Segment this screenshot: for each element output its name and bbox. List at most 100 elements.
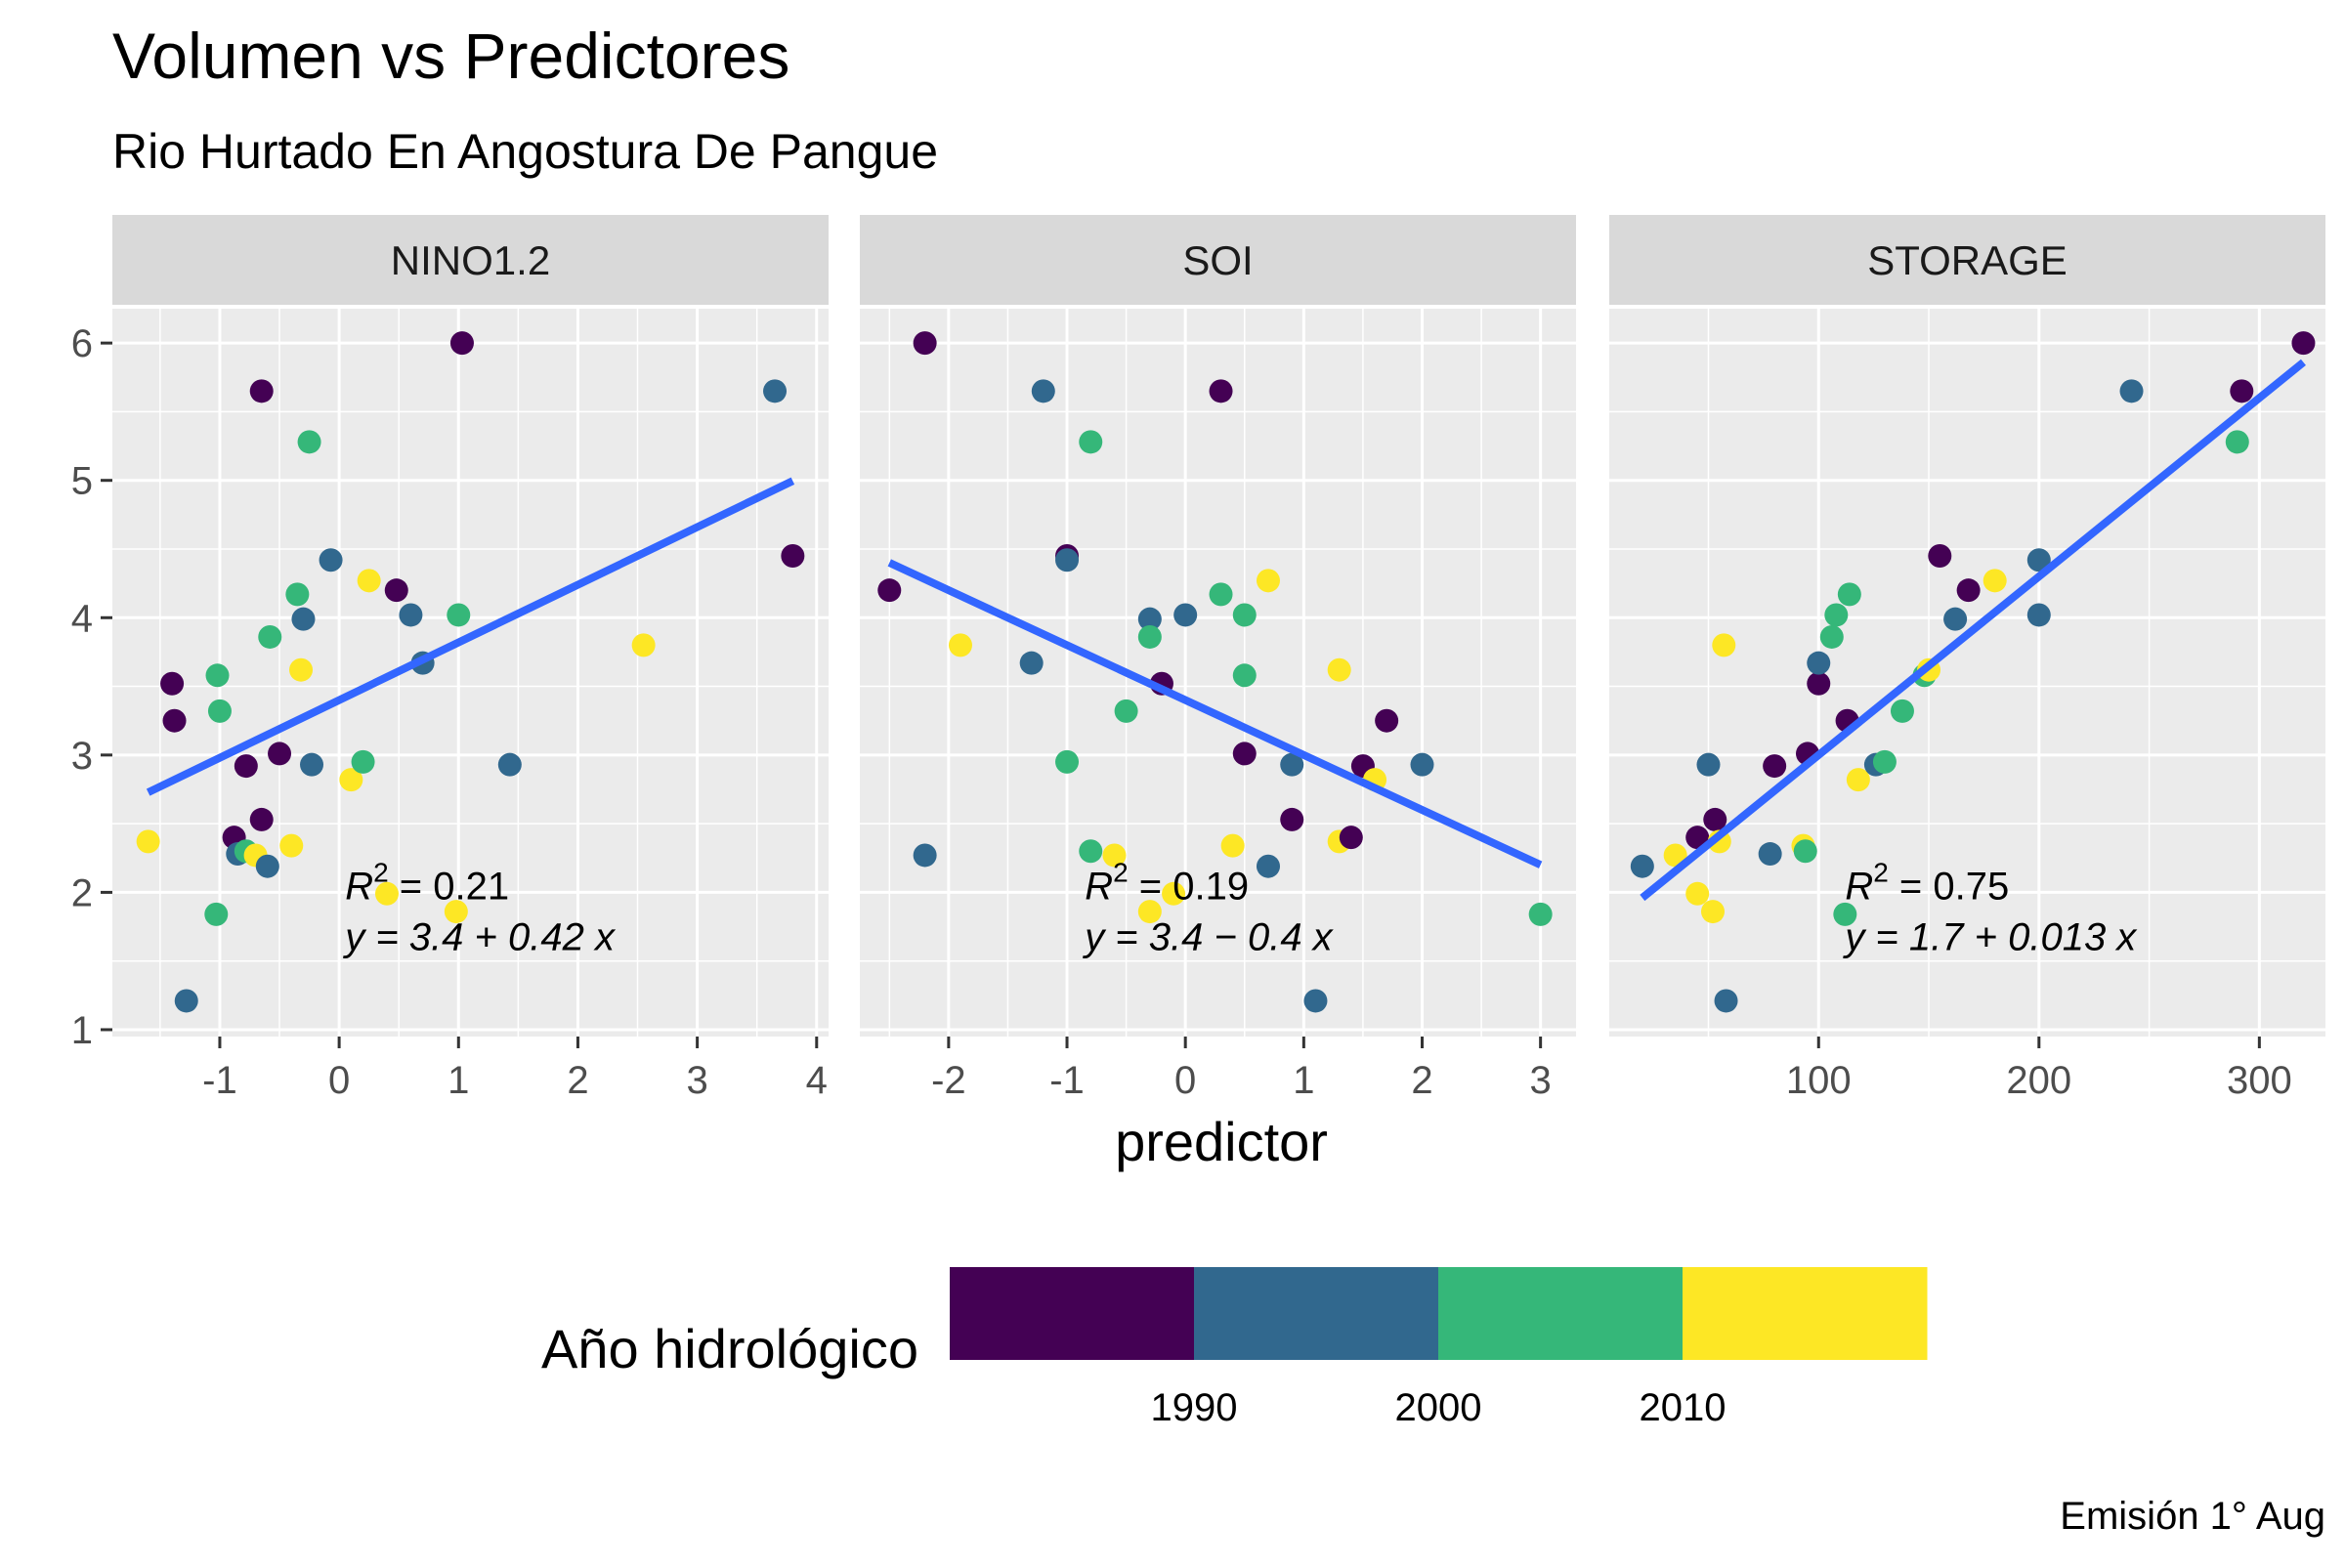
chart-title: Volumen vs Predictores xyxy=(112,20,789,92)
data-point xyxy=(162,708,187,733)
data-point xyxy=(1956,578,1981,603)
data-point xyxy=(1928,544,1952,569)
data-point xyxy=(1872,749,1897,774)
x-tick-label: 200 xyxy=(2006,1059,2071,1102)
data-point xyxy=(1339,826,1363,850)
data-point xyxy=(1055,548,1080,572)
data-point xyxy=(449,331,474,356)
data-point xyxy=(1114,699,1138,723)
data-point xyxy=(1079,430,1103,454)
data-point xyxy=(1685,826,1710,850)
regression-line xyxy=(1640,359,2306,902)
panel-background xyxy=(112,309,829,1037)
data-point xyxy=(136,829,160,854)
x-tick-label: -2 xyxy=(931,1059,966,1102)
legend-color-segment xyxy=(950,1267,1195,1360)
data-point xyxy=(174,989,198,1013)
data-point xyxy=(444,900,468,924)
y-tick-label: 2 xyxy=(71,871,93,914)
x-tick-label: 1 xyxy=(448,1059,469,1102)
regression-equation: y = 3.4 − 0.4 x xyxy=(1082,915,1334,958)
data-point xyxy=(2026,603,2051,627)
legend-color-segment xyxy=(1194,1267,1439,1360)
data-point xyxy=(1209,582,1233,607)
data-point xyxy=(1280,752,1304,777)
panel-grid xyxy=(112,309,829,1037)
facet-panels: 1 2 3 4 5 6 NINO1.2 -1 0 1 2 3 4 R2 = 0.21 y = 3.4 + 0… xyxy=(71,215,2325,1102)
data-point xyxy=(399,603,423,627)
x-axis: 100 200 300 xyxy=(1786,1037,2292,1102)
data-point xyxy=(1663,843,1687,868)
data-point xyxy=(1137,607,1162,631)
data-point xyxy=(2291,331,2316,356)
data-point xyxy=(300,752,324,777)
data-point xyxy=(1758,842,1782,867)
regression-line xyxy=(887,559,1543,869)
scatter-points xyxy=(877,331,1553,1013)
x-tick-label: 2 xyxy=(1411,1059,1432,1102)
data-point xyxy=(255,854,279,878)
facet-strip-label: STORAGE xyxy=(1867,237,2068,283)
data-point xyxy=(258,624,282,649)
data-point xyxy=(1983,569,2007,593)
x-tick-label: 100 xyxy=(1786,1059,1852,1102)
data-point xyxy=(1824,603,1849,627)
data-point xyxy=(249,379,274,403)
legend-break-label: 2010 xyxy=(1640,1386,1727,1429)
data-point xyxy=(2119,379,2144,403)
data-point xyxy=(497,752,522,777)
data-point xyxy=(1807,651,1831,675)
data-point xyxy=(1220,833,1245,858)
data-point xyxy=(1209,379,1233,403)
data-point xyxy=(1630,854,1654,878)
data-point xyxy=(1807,671,1831,696)
facet-storage: STORAGE 100 200 300 R2 = 0.75 y = 1.7 + 0.013… xyxy=(1609,215,2325,1102)
y-tick-label: 4 xyxy=(71,597,93,640)
data-point xyxy=(1256,569,1280,593)
data-point xyxy=(877,578,902,603)
data-point xyxy=(207,699,232,723)
regression-annotation: R2 = 0.21 y = 3.4 + 0.42 x xyxy=(342,857,617,958)
x-tick-label: 300 xyxy=(2227,1059,2292,1102)
r-squared-label: R2 = 0.19 xyxy=(1085,857,1249,908)
y-tick-label: 6 xyxy=(71,322,93,365)
legend-color-segment xyxy=(1438,1267,1684,1360)
data-point xyxy=(1528,902,1553,926)
data-point xyxy=(384,578,408,603)
data-point xyxy=(913,331,937,356)
data-point xyxy=(1890,699,1914,723)
regression-annotation: R2 = 0.75 y = 1.7 + 0.013 x xyxy=(1842,857,2138,958)
r-squared-label: R2 = 0.21 xyxy=(345,857,509,908)
data-point xyxy=(1173,603,1198,627)
data-point xyxy=(2026,548,2051,572)
data-point xyxy=(1793,839,1817,864)
data-point xyxy=(1712,633,1736,657)
chart-subtitle: Rio Hurtado En Angostura De Pangue xyxy=(112,124,938,179)
data-point xyxy=(351,749,375,774)
color-legend: Año hidrológico 1990 2000 2010 xyxy=(541,1267,1928,1429)
panel-grid xyxy=(860,309,1576,1037)
data-point xyxy=(205,663,230,688)
data-point xyxy=(1685,881,1710,906)
data-point xyxy=(1102,843,1127,868)
y-tick-label: 5 xyxy=(71,460,93,503)
legend-break-label: 1990 xyxy=(1151,1386,1238,1429)
facet-strip xyxy=(860,215,1576,305)
facet-strip-label: NINO1.2 xyxy=(391,237,550,283)
data-point xyxy=(374,881,399,906)
x-tick-label: 0 xyxy=(1174,1059,1196,1102)
regression-equation: y = 1.7 + 0.013 x xyxy=(1842,915,2138,958)
panel-grid xyxy=(1609,309,2325,1037)
data-point xyxy=(631,633,656,657)
facet-soi: SOI -2 -1 0 1 2 3 R2 = 0.19 y = 3.4 − 0.4 x xyxy=(860,215,1576,1102)
legend-color-segment xyxy=(1683,1267,1928,1360)
scatter-points xyxy=(136,331,805,1013)
facet-nino1-2: NINO1.2 -1 0 1 2 3 4 R2 = 0.21 y = 3.4 + 0.42 x xyxy=(112,215,829,1102)
data-point xyxy=(279,833,304,858)
data-point xyxy=(913,843,937,868)
data-point xyxy=(289,657,314,682)
facet-strip xyxy=(112,215,829,305)
data-point xyxy=(1943,607,1968,631)
legend-break-label: 2000 xyxy=(1395,1386,1482,1429)
